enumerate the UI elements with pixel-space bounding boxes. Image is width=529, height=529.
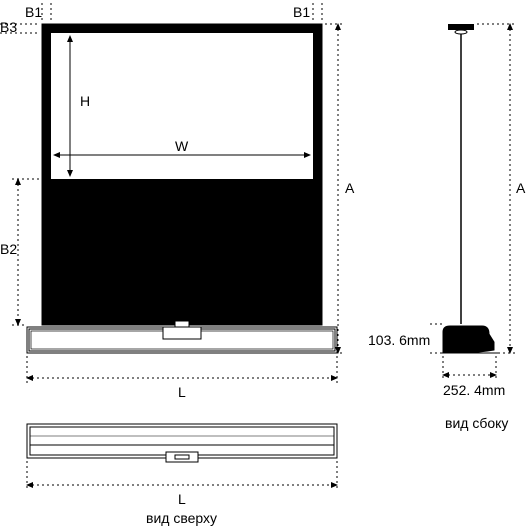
label-b3: B3 [0, 19, 17, 35]
label-l-front: L [178, 384, 186, 400]
label-a-side: A [516, 180, 525, 196]
caption-top: вид сверху [146, 510, 217, 526]
label-w: W [175, 138, 188, 154]
label-side-w: 252. 4mm [443, 382, 505, 398]
label-b2: B2 [0, 241, 17, 257]
diagram-canvas [0, 0, 529, 529]
caption-side: вид сбоку [445, 415, 508, 431]
label-b1-left: B1 [25, 4, 42, 20]
label-b1-right: B1 [293, 4, 310, 20]
label-side-h: 103. 6mm [368, 332, 430, 348]
label-l-top: L [178, 491, 186, 507]
label-a-front: A [345, 180, 354, 196]
label-h: H [80, 93, 90, 109]
